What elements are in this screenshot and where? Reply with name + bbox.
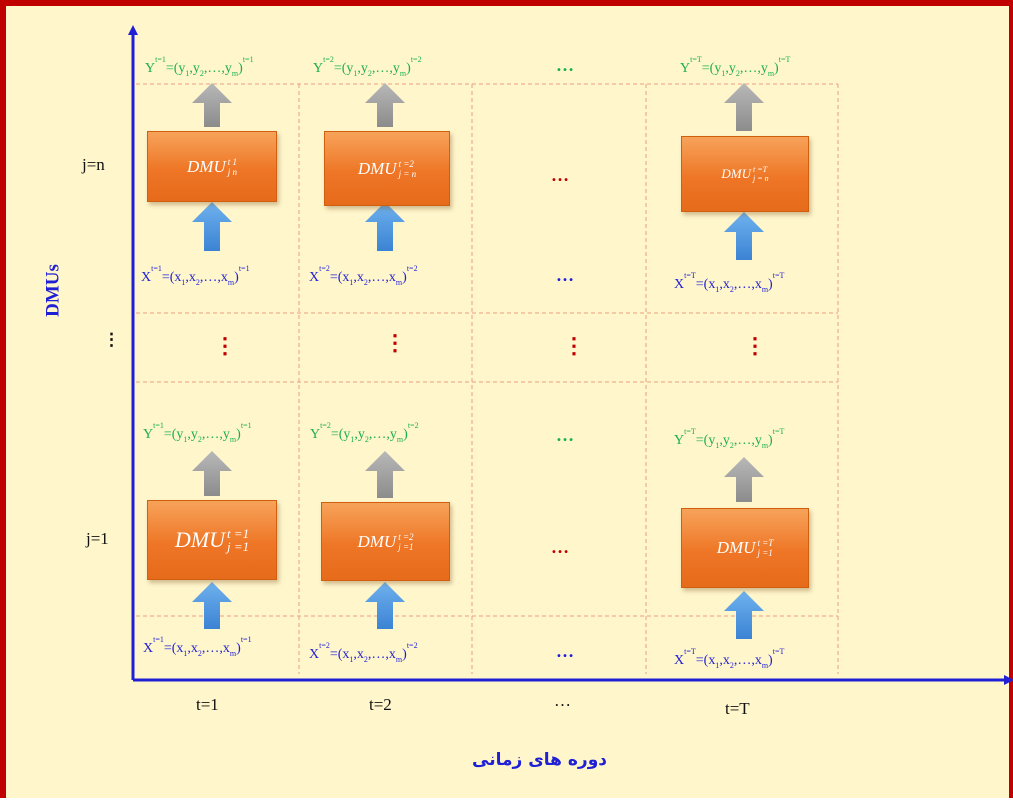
input-arrows bbox=[192, 202, 764, 639]
y-axis-title: DMUs bbox=[42, 264, 64, 317]
y-tick-j-1: j=1 bbox=[86, 529, 109, 548]
vdots-col-2: ⋮ bbox=[384, 330, 406, 355]
input-eq-top-3: Xt=T=(x1,x2,…,xm)t=T bbox=[674, 271, 785, 294]
input-arrow-top-3 bbox=[724, 212, 764, 260]
dmu-sub: j n bbox=[227, 166, 237, 177]
input-eq-bottom-1: Xt=1=(x1,x2,…,xm)t=1 bbox=[143, 635, 252, 658]
dmu-symbol: DMU bbox=[716, 538, 756, 557]
dmu-ellipsis-top: … bbox=[551, 165, 570, 185]
x-axis-title: دوره های زمانی bbox=[472, 750, 607, 770]
dmu-sup: t =1 bbox=[226, 526, 250, 541]
input-arrow-top-2 bbox=[365, 202, 405, 251]
output-arrow-top-2 bbox=[365, 83, 405, 127]
dmu-sup: t =T bbox=[757, 538, 774, 548]
x-tick-t-T: t=T bbox=[725, 699, 750, 718]
output-arrow-bottom-3 bbox=[724, 457, 764, 502]
output-eq-bottom-2: Yt=2=(y1,y2,…,ym)t=2 bbox=[310, 421, 419, 444]
output-eq-bottom-3: Yt=T=(y1,y2,…,ym)t=T bbox=[674, 427, 785, 450]
dmu-box-bottom-3: DMU t =T j =1 bbox=[681, 508, 809, 588]
output-arrow-bottom-2 bbox=[365, 451, 405, 498]
input-eq-top-2: Xt=2=(x1,x2,…,xm)t=2 bbox=[309, 264, 418, 287]
dmu-box-top-3: DMU t =T j = n bbox=[681, 136, 809, 212]
input-eq-bottom-2: Xt=2=(x1,x2,…,xm)t=2 bbox=[309, 641, 418, 664]
dmu-sub: j =1 bbox=[757, 548, 773, 558]
input-arrow-bottom-2 bbox=[365, 582, 405, 629]
input-arrow-bottom-3 bbox=[724, 591, 764, 639]
dmu-symbol: DMU bbox=[357, 531, 397, 551]
x-tick-ellipsis: … bbox=[554, 691, 571, 710]
output-eq-top-1: Yt=1=(y1,y2,…,ym)t=1 bbox=[145, 55, 254, 78]
dmu-symbol: DMU bbox=[174, 527, 225, 552]
dmu-symbol: DMU bbox=[187, 156, 226, 176]
output-ellipsis-bottom: … bbox=[556, 425, 575, 445]
input-ellipsis-bottom: … bbox=[556, 641, 575, 661]
vdots-col-4: ⋮ bbox=[744, 333, 766, 358]
dmu-symbol: DMU bbox=[721, 166, 751, 181]
input-arrow-top-1 bbox=[192, 202, 232, 251]
input-eq-top-1: Xt=1=(x1,x2,…,xm)t=1 bbox=[141, 264, 250, 287]
input-eq-bottom-3: Xt=T=(x1,x2,…,xm)t=T bbox=[674, 647, 785, 670]
grid-lines bbox=[136, 83, 839, 674]
output-ellipsis-top: … bbox=[556, 55, 575, 75]
output-eq-top-3: Yt=T=(y1,y2,…,ym)t=T bbox=[680, 55, 791, 78]
dmu-sup: t =T bbox=[752, 165, 768, 174]
dmu-sub: j =1 bbox=[398, 541, 414, 552]
diagram-graphics bbox=[128, 25, 1013, 685]
dmu-sup: t =2 bbox=[398, 531, 414, 542]
vdots-col-3: ⋮ bbox=[563, 333, 585, 358]
input-arrow-bottom-1 bbox=[192, 582, 232, 629]
dmu-sub: j =1 bbox=[226, 539, 250, 554]
dmu-ellipsis-bottom: … bbox=[551, 537, 570, 557]
output-arrows bbox=[192, 83, 764, 502]
dmu-box-bottom-2: DMU t =2 j =1 bbox=[321, 502, 450, 581]
dmu-sub: j = n bbox=[398, 168, 417, 179]
y-tick-j-n: j=n bbox=[82, 155, 105, 174]
output-arrow-top-3 bbox=[724, 83, 764, 131]
dmu-symbol: DMU bbox=[357, 158, 397, 178]
dmu-box-top-2: DMU t =2 j = n bbox=[324, 131, 450, 206]
vdots-col-1: ⋮ bbox=[214, 333, 236, 358]
x-tick-t-2: t=2 bbox=[369, 695, 392, 714]
dmu-sub: j = n bbox=[752, 174, 769, 183]
y-tick-ellipsis: ⋮ bbox=[103, 330, 120, 349]
dmu-sup: t 1 bbox=[227, 156, 237, 167]
dmu-box-bottom-1: DMU t =1 j =1 bbox=[147, 500, 277, 580]
output-eq-bottom-1: Yt=1=(y1,y2,…,ym)t=1 bbox=[143, 421, 252, 444]
x-tick-t-1: t=1 bbox=[196, 695, 219, 714]
output-arrow-bottom-1 bbox=[192, 451, 232, 496]
input-ellipsis-top: … bbox=[556, 265, 575, 285]
output-arrow-top-1 bbox=[192, 83, 232, 127]
dmu-sup: t =2 bbox=[398, 158, 414, 169]
output-eq-top-2: Yt=2=(y1,y2,…,ym)t=2 bbox=[313, 55, 422, 78]
